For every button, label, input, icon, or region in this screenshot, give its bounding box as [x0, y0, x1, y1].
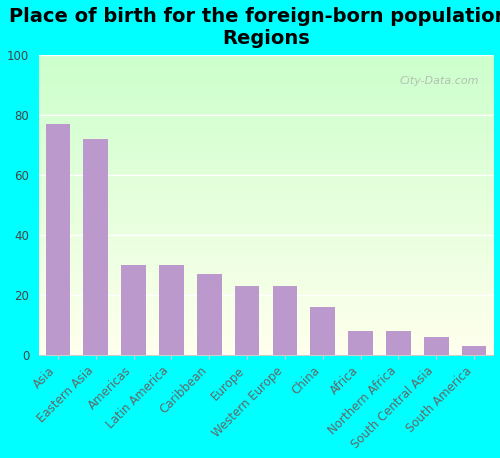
Bar [121, 265, 146, 355]
Bar [235, 286, 260, 355]
Bar [159, 265, 184, 355]
Bar [424, 337, 448, 355]
Bar [310, 307, 335, 355]
Bar [84, 139, 108, 355]
Text: City-Data.com: City-Data.com [400, 76, 479, 86]
Bar [348, 331, 373, 355]
Bar [46, 124, 70, 355]
Bar [462, 346, 486, 355]
Bar [197, 274, 222, 355]
Title: Place of birth for the foreign-born population -
Regions: Place of birth for the foreign-born popu… [9, 7, 500, 48]
Bar [272, 286, 297, 355]
Bar [386, 331, 410, 355]
